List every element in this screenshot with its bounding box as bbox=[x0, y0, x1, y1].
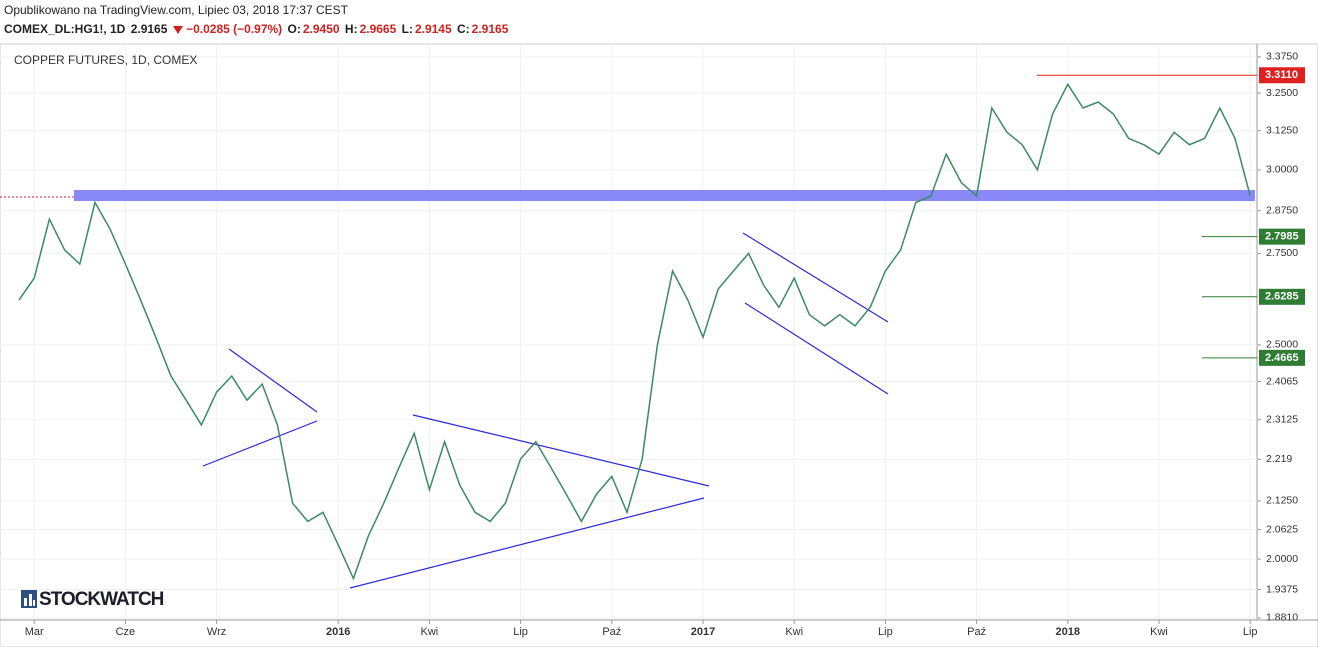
y-tick-label: 1.9375 bbox=[1266, 583, 1298, 595]
grid bbox=[0, 44, 1257, 620]
y-tick-label: 3.2500 bbox=[1266, 87, 1298, 99]
x-tick-label: Kwi bbox=[421, 626, 439, 638]
x-tick-label: Paź bbox=[967, 626, 986, 638]
price-level-box bbox=[1259, 228, 1305, 245]
down-arrow bbox=[172, 26, 183, 35]
symbol-line: COMEX_DL:HG1!, 1D 2.9165 −0.0285 (−0.97%… bbox=[4, 22, 510, 36]
price-level-label: 2.4665 bbox=[1265, 352, 1299, 364]
logo: STOCKWATCH bbox=[21, 589, 165, 610]
y-tick-label: 3.0000 bbox=[1266, 164, 1298, 176]
price-level-label: 2.7985 bbox=[1265, 231, 1299, 243]
high-value: 2.9665 bbox=[359, 22, 397, 36]
y-tick-label: 2.7500 bbox=[1266, 247, 1298, 259]
x-tick-label: Paź bbox=[602, 626, 621, 638]
x-tick-label: Kwi bbox=[785, 626, 803, 638]
trend-lines bbox=[202, 232, 889, 589]
open-value: 2.9450 bbox=[302, 22, 340, 36]
high-label: H: bbox=[344, 22, 358, 36]
y-tick-label: 2.4065 bbox=[1266, 375, 1298, 387]
x-tick-label: Wrz bbox=[207, 626, 226, 638]
chart-title: COPPER FUTURES, 1D, COMEX bbox=[14, 53, 197, 67]
open-label: O: bbox=[287, 22, 301, 36]
y-tick-label: 2.219 bbox=[1266, 453, 1292, 465]
x-tick-label: 2016 bbox=[326, 626, 350, 638]
x-tick-label: 2018 bbox=[1056, 626, 1080, 638]
y-tick-label: 2.0000 bbox=[1266, 553, 1298, 565]
low-value: 2.9145 bbox=[414, 22, 452, 36]
price-level-label: 3.3110 bbox=[1265, 69, 1298, 81]
low-label: L: bbox=[401, 22, 413, 36]
change: −0.0285 (−0.97%) bbox=[186, 22, 283, 36]
last-price: 2.9165 bbox=[130, 22, 168, 36]
price-level-box bbox=[1259, 349, 1305, 366]
symbol: COMEX_DL:HG1!, 1D bbox=[4, 22, 126, 36]
frame bbox=[0, 43, 1318, 647]
price-level-box bbox=[1259, 67, 1305, 84]
y-tick-label: 2.3125 bbox=[1266, 414, 1298, 426]
price-line bbox=[18, 82, 1251, 581]
x-tick-label: Lip bbox=[1243, 626, 1258, 638]
x-tick-label: Lip bbox=[878, 626, 893, 638]
y-tick-label: 2.5000 bbox=[1266, 339, 1298, 351]
close-value: 2.9165 bbox=[471, 22, 509, 36]
y-tick-label: 2.0625 bbox=[1266, 523, 1298, 535]
price-level-label: 2.6285 bbox=[1265, 291, 1299, 303]
y-tick-label: 1.8810 bbox=[1266, 612, 1298, 624]
x-tick-label: 2017 bbox=[691, 626, 715, 638]
y-tick-label: 3.3750 bbox=[1266, 51, 1298, 63]
logo-text: STOCKWATCH bbox=[39, 589, 164, 610]
close-label: C: bbox=[457, 22, 470, 36]
y-tick-label: 2.1250 bbox=[1266, 495, 1298, 507]
x-tick-label: Lip bbox=[513, 626, 528, 638]
x-tick-label: Mar bbox=[25, 626, 44, 638]
published-note: Opublikowano na TradingView.com, Lipiec … bbox=[4, 3, 348, 17]
support-band bbox=[74, 190, 1255, 201]
y-tick-label: 3.1250 bbox=[1266, 125, 1298, 137]
x-tick-label: Cze bbox=[116, 626, 136, 638]
x-tick-label: Kwi bbox=[1150, 626, 1168, 638]
price-level-box bbox=[1259, 288, 1305, 305]
y-tick-label: 2.8750 bbox=[1266, 205, 1298, 217]
